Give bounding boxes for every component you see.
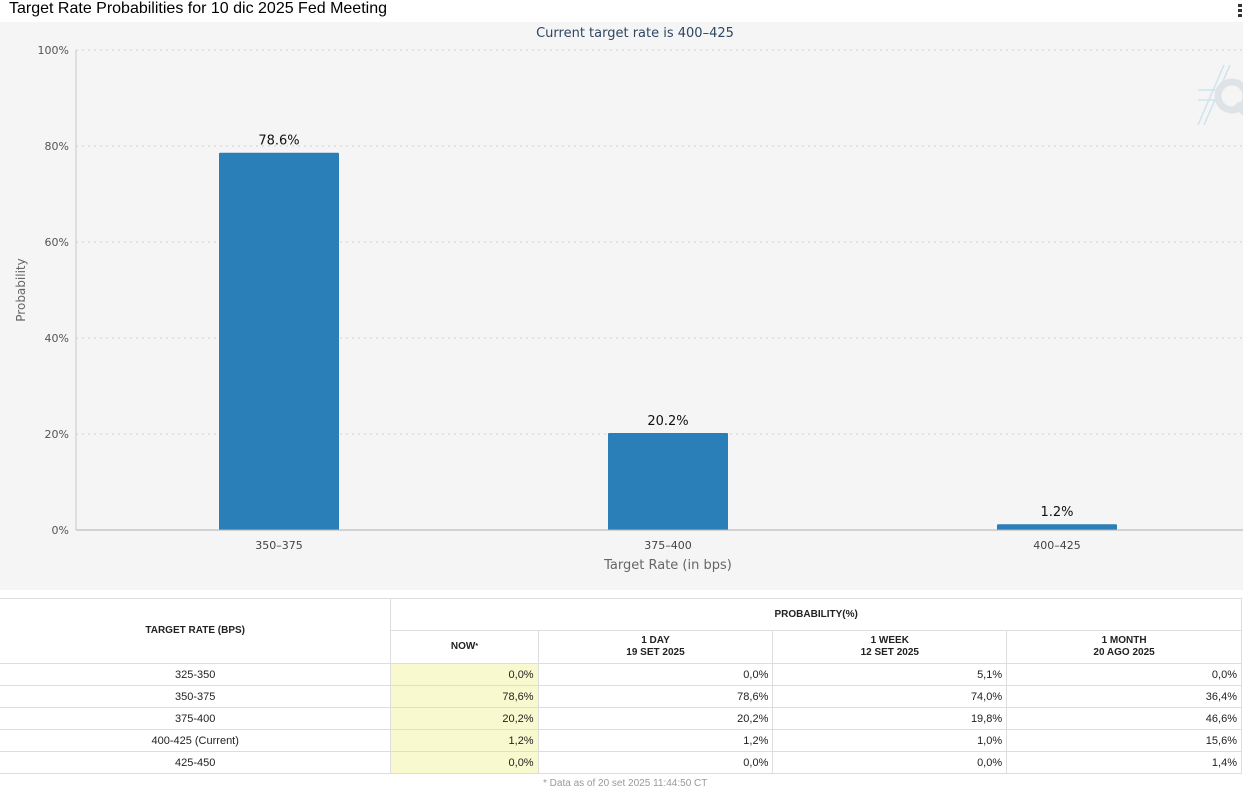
bar-350-375[interactable]: [219, 152, 339, 530]
table-row: 375-400 20,2% 20,2% 19,8% 46,6%: [0, 707, 1242, 730]
probability-chart: 0% 20% 40% 60% 80% 100% 78.6% 20.2% 1.2% 350–37…: [14, 26, 1243, 573]
one-day-cell: 1,2%: [537, 729, 774, 752]
bar-400-425[interactable]: [997, 524, 1117, 530]
now-cell: 78,6%: [390, 685, 539, 708]
one-week-cell: 1,0%: [772, 729, 1008, 752]
now-marker: *: [475, 643, 479, 650]
now-cell: 0,0%: [390, 751, 539, 774]
table-row: 350-375 78,6% 78,6% 74,0% 36,4%: [0, 685, 1242, 708]
one-month-cell: 15,6%: [1006, 729, 1242, 752]
now-cell: 20,2%: [390, 707, 539, 730]
rate-cell: 325-350: [0, 663, 392, 686]
y-axis-ticks: 0% 20% 40% 60% 80% 100%: [38, 44, 69, 537]
y-tick-label: 0%: [52, 524, 69, 537]
x-tick-label: 350–375: [255, 539, 303, 552]
logo-watermark: [1197, 64, 1243, 126]
now-column-header: NOW*: [390, 630, 539, 664]
data-timestamp-note: * Data as of 20 set 2025 11:44:50 CT: [543, 778, 708, 789]
one-week-cell: 5,1%: [772, 663, 1008, 686]
bar-data-label: 1.2%: [1040, 505, 1073, 520]
target-rate-header: TARGET RATE (BPS): [0, 598, 392, 664]
one-week-cell: 19,8%: [772, 707, 1008, 730]
one-week-cell: 0,0%: [772, 751, 1008, 774]
one-month-cell: 36,4%: [1006, 685, 1242, 708]
table-row: 325-350 0,0% 0,0% 5,1% 0,0%: [0, 663, 1242, 686]
one-week-cell: 74,0%: [772, 685, 1008, 708]
table-row: 425-450 0,0% 0,0% 0,0% 1,4%: [0, 751, 1242, 774]
one-day-cell: 78,6%: [537, 685, 774, 708]
y-tick-label: 60%: [45, 236, 69, 249]
one-month-cell: 0,0%: [1006, 663, 1242, 686]
bar-data-label: 78.6%: [258, 134, 299, 149]
now-cell: 1,2%: [390, 729, 539, 752]
one-month-column-header: 1 MONTH 20 AGO 2025: [1006, 630, 1242, 664]
one-day-cell: 0,0%: [537, 751, 774, 774]
bar-375-400[interactable]: [608, 433, 728, 530]
one-month-cell: 46,6%: [1006, 707, 1242, 730]
one-day-cell: 0,0%: [537, 663, 774, 686]
bars: 78.6% 20.2% 1.2%: [219, 134, 1117, 530]
one-month-cell: 1,4%: [1006, 751, 1242, 774]
y-tick-label: 20%: [45, 428, 69, 441]
rate-cell: 400-425 (Current): [0, 729, 392, 752]
y-tick-label: 40%: [45, 332, 69, 345]
bar-data-label: 20.2%: [647, 414, 688, 429]
y-tick-label: 80%: [45, 140, 69, 153]
menu-icon[interactable]: [1237, 4, 1243, 18]
one-day-cell: 20,2%: [537, 707, 774, 730]
x-tick-label: 400–425: [1033, 539, 1081, 552]
probability-table: TARGET RATE (BPS) PROBABILITY(%) NOW* 1 …: [0, 598, 1242, 774]
x-axis-title: Target Rate (in bps): [603, 558, 732, 573]
now-cell: 0,0%: [390, 663, 539, 686]
table-row: 400-425 (Current) 1,2% 1,2% 1,0% 15,6%: [0, 729, 1242, 752]
one-week-column-header: 1 WEEK 12 SET 2025: [772, 630, 1008, 664]
one-day-column-header: 1 DAY 19 SET 2025: [537, 630, 774, 664]
rate-cell: 375-400: [0, 707, 392, 730]
x-axis-ticks: 350–375 375–400 400–425: [255, 539, 1081, 552]
y-axis-title: Probability: [14, 258, 28, 321]
rate-cell: 350-375: [0, 685, 392, 708]
y-tick-label: 100%: [38, 44, 69, 57]
probability-header: PROBABILITY(%): [390, 598, 1242, 631]
page-title: Target Rate Probabilities for 10 dic 202…: [9, 0, 387, 17]
chart-subtitle: Current target rate is 400–425: [536, 26, 734, 41]
rate-cell: 425-450: [0, 751, 392, 774]
x-tick-label: 375–400: [644, 539, 692, 552]
